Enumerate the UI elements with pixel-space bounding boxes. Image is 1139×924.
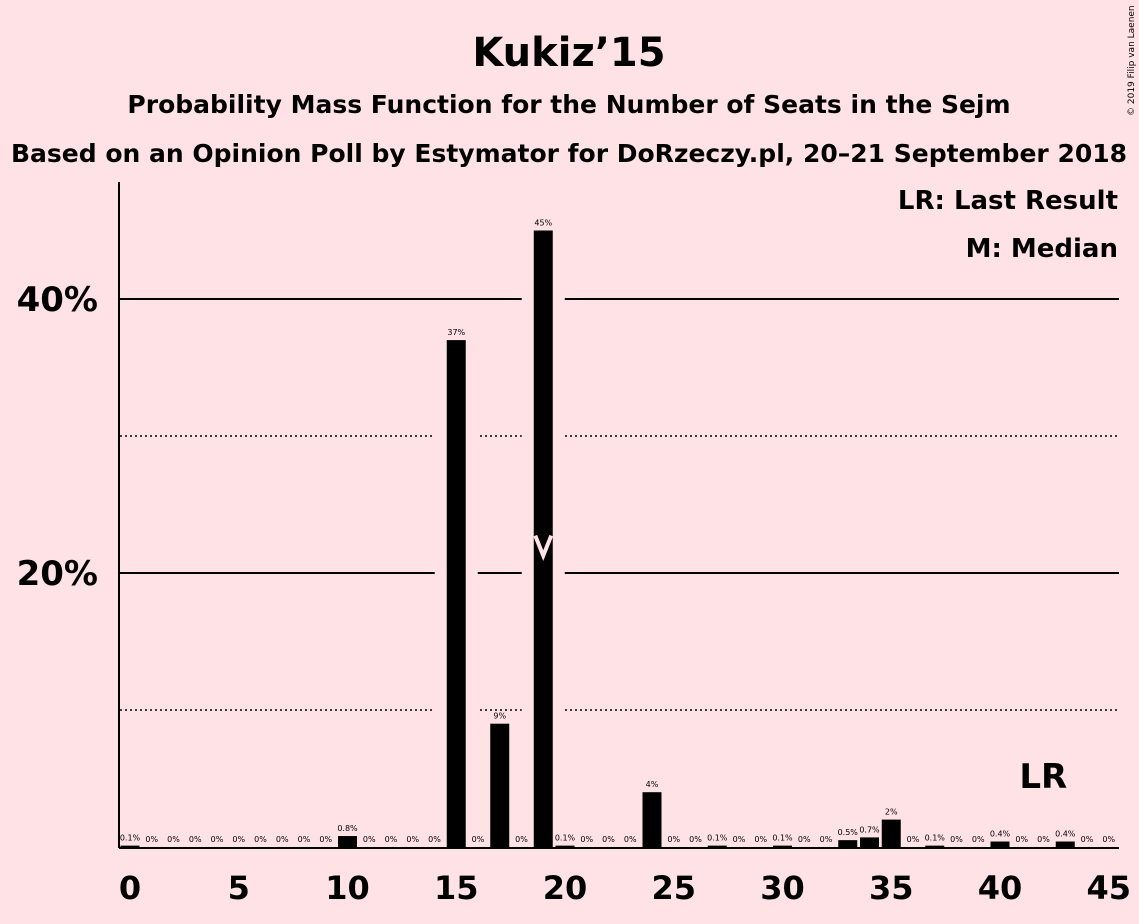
bar-seat-15 bbox=[446, 340, 466, 847]
bar-label-seat-32: 0% bbox=[820, 835, 833, 844]
bar-label-seat-5: 0% bbox=[232, 835, 245, 844]
bar-label-seat-0: 0.1% bbox=[120, 834, 141, 843]
y-tick-20: 20% bbox=[17, 554, 98, 594]
bar-label-seat-23: 0% bbox=[624, 835, 637, 844]
x-tick-45: 45 bbox=[1086, 869, 1131, 907]
bar-label-seat-10: 0.8% bbox=[337, 824, 358, 833]
bar-label-seat-42: 0% bbox=[1037, 835, 1050, 844]
bar-label-seat-15: 37% bbox=[447, 328, 465, 337]
bar-label-seat-20: 0.1% bbox=[555, 834, 576, 843]
x-tick-30: 30 bbox=[760, 869, 805, 907]
bar-label-seat-29: 0% bbox=[754, 835, 767, 844]
bar-seat-27 bbox=[707, 845, 727, 847]
bar-seat-20 bbox=[555, 845, 575, 847]
bar-label-seat-34: 0.7% bbox=[859, 825, 880, 834]
bar-label-seat-13: 0% bbox=[406, 835, 419, 844]
bar-label-seat-26: 0% bbox=[689, 835, 702, 844]
bar-label-seat-2: 0% bbox=[167, 835, 180, 844]
bar-label-seat-27: 0.1% bbox=[707, 834, 728, 843]
legend-last-result: LR: Last Result bbox=[898, 186, 1118, 216]
bar-seat-30 bbox=[773, 845, 792, 847]
bar-label-seat-41: 0% bbox=[1015, 835, 1028, 844]
last-result-marker: LR bbox=[1019, 757, 1067, 797]
bar-seat-0 bbox=[120, 845, 140, 847]
bar-label-seat-7: 0% bbox=[276, 835, 289, 844]
bar-label-seat-16: 0% bbox=[472, 835, 485, 844]
median-marker bbox=[533, 534, 554, 561]
bar-label-seat-45: 0% bbox=[1102, 835, 1115, 844]
y-tick-labels: 20% 40% bbox=[17, 280, 98, 594]
legend-median: M: Median bbox=[966, 234, 1118, 264]
copyright-text: © 2019 Filip van Laenen bbox=[1127, 5, 1137, 116]
bar-seat-43 bbox=[1055, 841, 1075, 847]
bar-label-seat-17: 9% bbox=[493, 712, 506, 721]
bar-label-seat-30: 0.1% bbox=[772, 834, 793, 843]
bar-label-seat-11: 0% bbox=[363, 835, 376, 844]
bar-labels: 0.1% 0% 0% 0% 0% 0% 0% 0% 0% 0% 0.8% 0% 0% 0% 0% 37% 0% 9… bbox=[120, 219, 1116, 845]
bar-label-seat-39: 0% bbox=[972, 835, 985, 844]
bar-label-seat-8: 0% bbox=[298, 835, 311, 844]
x-tick-20: 20 bbox=[543, 869, 588, 907]
bar-label-seat-37: 0.1% bbox=[925, 834, 946, 843]
bar-label-seat-33: 0.5% bbox=[838, 828, 859, 837]
bar-label-seat-28: 0% bbox=[733, 835, 746, 844]
bar-seat-10 bbox=[338, 836, 357, 847]
bar-seat-40 bbox=[990, 841, 1010, 847]
bar-label-seat-3: 0% bbox=[189, 835, 202, 844]
bars bbox=[108, 230, 1087, 847]
bar-label-seat-21: 0% bbox=[580, 835, 593, 844]
chart-subtitle-2: Based on an Opinion Poll by Estymator fo… bbox=[11, 139, 1127, 168]
x-tick-labels: 0 5 10 15 20 25 30 35 40 45 bbox=[119, 869, 1131, 907]
bar-seat-35 bbox=[881, 819, 901, 847]
bar-label-seat-14: 0% bbox=[428, 835, 441, 844]
bar-label-seat-40: 0.4% bbox=[990, 830, 1011, 839]
bar-label-seat-43: 0.4% bbox=[1055, 830, 1076, 839]
gridlines bbox=[120, 298, 1119, 711]
x-tick-15: 15 bbox=[434, 869, 479, 907]
bar-label-seat-1: 0% bbox=[145, 835, 158, 844]
bar-label-seat-4: 0% bbox=[211, 835, 224, 844]
chart-title: Kukiz’15 bbox=[472, 30, 665, 76]
bar-label-seat-22: 0% bbox=[602, 835, 615, 844]
x-tick-40: 40 bbox=[978, 869, 1023, 907]
bar-label-seat-35: 2% bbox=[885, 808, 898, 817]
x-tick-5: 5 bbox=[228, 869, 250, 907]
x-tick-35: 35 bbox=[869, 869, 914, 907]
x-tick-10: 10 bbox=[325, 869, 370, 907]
bar-label-seat-44: 0% bbox=[1081, 835, 1094, 844]
bar-label-seat-31: 0% bbox=[798, 835, 811, 844]
bar-seat-34 bbox=[860, 837, 879, 847]
bar-label-seat-12: 0% bbox=[385, 835, 398, 844]
bar-label-seat-38: 0% bbox=[950, 835, 963, 844]
bar-seat-17 bbox=[490, 723, 510, 847]
x-tick-25: 25 bbox=[651, 869, 696, 907]
bar-seat-19 bbox=[533, 230, 553, 847]
bar-seat-24 bbox=[642, 792, 662, 847]
bar-seat-37 bbox=[925, 845, 945, 847]
bar-label-seat-18: 0% bbox=[515, 835, 528, 844]
y-tick-40: 40% bbox=[17, 280, 98, 320]
bar-label-seat-6: 0% bbox=[254, 835, 267, 844]
bar-label-seat-19: 45% bbox=[534, 219, 552, 228]
markers: LR bbox=[533, 534, 1067, 797]
bar-label-seat-9: 0% bbox=[319, 835, 332, 844]
x-tick-0: 0 bbox=[119, 869, 141, 907]
bar-label-seat-36: 0% bbox=[907, 835, 920, 844]
bar-label-seat-25: 0% bbox=[667, 835, 680, 844]
chart-subtitle: Probability Mass Function for the Number… bbox=[127, 90, 1010, 119]
bar-seat-33 bbox=[838, 840, 858, 847]
bar-label-seat-24: 4% bbox=[646, 780, 659, 789]
